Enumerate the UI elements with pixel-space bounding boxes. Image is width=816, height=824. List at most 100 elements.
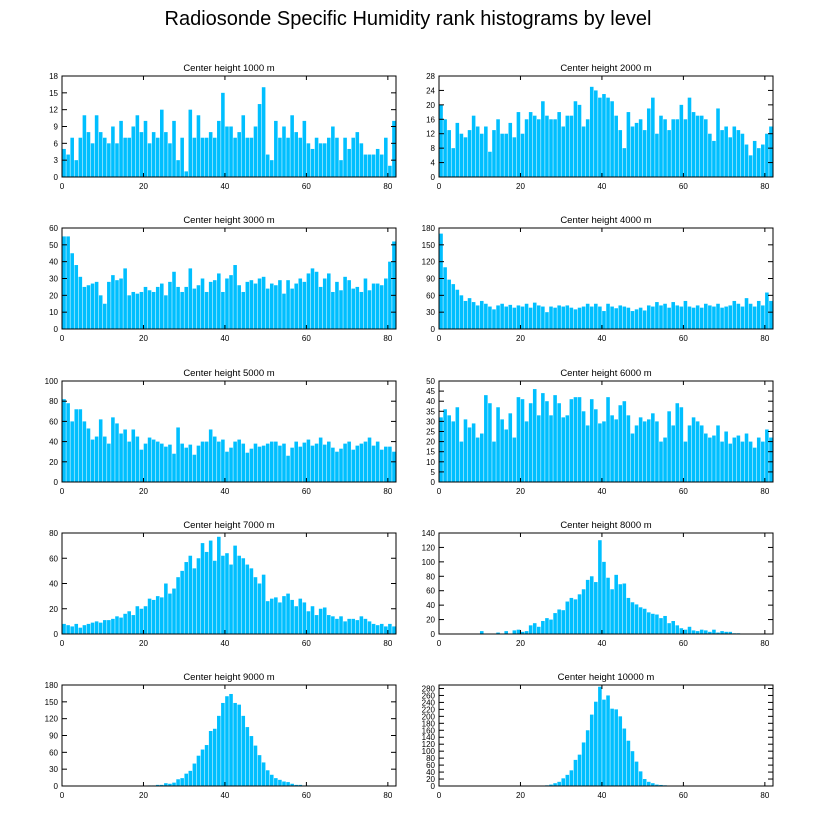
histogram-bar — [135, 293, 140, 329]
histogram-bar — [229, 275, 233, 329]
histogram-bar — [200, 278, 205, 329]
histogram-bar — [520, 133, 525, 177]
histogram-bar — [168, 783, 172, 786]
histogram-bar — [363, 154, 368, 177]
panel-title: Center height 7000 m — [183, 520, 274, 531]
histogram-bar — [115, 616, 119, 634]
x-tick-label: 60 — [302, 791, 311, 800]
histogram-bar — [439, 417, 443, 482]
histogram-bar — [496, 632, 500, 634]
histogram-bar — [516, 397, 521, 482]
histogram-bar — [294, 606, 298, 634]
y-tick-label: 120 — [422, 740, 436, 749]
histogram-bar — [573, 397, 578, 482]
histogram-bar — [367, 154, 372, 177]
histogram-bar — [225, 553, 229, 634]
histogram-bar — [172, 782, 176, 786]
y-tick-label: 15 — [49, 89, 58, 98]
histogram-bar — [720, 130, 724, 177]
histogram-bar — [94, 436, 99, 482]
histogram-bar — [614, 115, 618, 177]
histogram-bar — [765, 429, 769, 482]
histogram-bar — [663, 437, 667, 482]
x-tick-label: 60 — [302, 182, 311, 191]
histogram-bar — [314, 615, 319, 634]
histogram-bar — [221, 702, 225, 786]
histogram-bar — [217, 273, 221, 329]
y-tick-label: 120 — [45, 715, 59, 724]
histogram-bar — [756, 148, 761, 177]
x-tick-label: 20 — [516, 487, 525, 496]
histogram-bar — [339, 160, 343, 177]
histogram-bar — [675, 119, 680, 177]
histogram-bar — [131, 291, 136, 329]
histogram-bar — [237, 439, 241, 482]
x-tick-label: 80 — [383, 487, 392, 496]
histogram-bar — [732, 437, 737, 482]
histogram-bar — [622, 728, 627, 786]
histogram-bar — [704, 119, 708, 177]
histogram-bar — [687, 97, 692, 177]
histogram-bar — [318, 286, 323, 329]
histogram-bar — [241, 443, 246, 482]
histogram-bar — [233, 545, 237, 634]
histogram-bar — [594, 90, 598, 177]
histogram-bar — [679, 104, 684, 177]
histogram-bar — [577, 594, 582, 634]
histogram-bar — [339, 448, 343, 482]
histogram-bar — [561, 778, 566, 786]
y-tick-label: 15 — [426, 448, 435, 457]
histogram-bar — [306, 143, 311, 177]
histogram-bar — [392, 451, 396, 482]
histogram-bar — [712, 140, 716, 177]
histogram-bar — [208, 540, 213, 634]
x-tick-label: 20 — [139, 639, 148, 648]
panel-title: Center height 8000 m — [560, 520, 651, 531]
histogram-bar — [724, 126, 728, 177]
histogram-bar — [274, 441, 278, 482]
panel-6: Center height 6000 m0 20 40 60 8005101520253… — [426, 368, 774, 496]
histogram-bar — [151, 291, 156, 329]
histogram-bar — [155, 441, 160, 482]
y-tick-label: 20 — [426, 438, 435, 447]
histogram-bar — [379, 623, 384, 634]
histogram-bar — [371, 283, 376, 329]
histogram-bar — [245, 452, 250, 482]
histogram-bar — [622, 401, 627, 482]
histogram-bar — [123, 613, 127, 634]
histogram-bar — [298, 446, 303, 482]
histogram-bar — [651, 783, 655, 786]
histogram-bar — [655, 302, 659, 329]
y-tick-label: 5 — [431, 468, 436, 477]
histogram-bar — [532, 302, 537, 329]
histogram-bar — [359, 291, 364, 329]
histogram-bar — [347, 148, 351, 177]
histogram-bar — [581, 411, 586, 482]
x-tick-label: 80 — [760, 487, 769, 496]
histogram-bar — [155, 286, 160, 329]
x-tick-label: 20 — [139, 487, 148, 496]
histogram-bar — [351, 449, 356, 482]
histogram-bar — [634, 309, 639, 329]
histogram-bar — [351, 618, 356, 634]
histogram-bar — [667, 307, 671, 329]
histogram-bar — [585, 579, 590, 634]
histogram-bar — [384, 446, 388, 482]
histogram-bar — [102, 137, 107, 177]
histogram-bar — [363, 618, 368, 634]
histogram-bar — [184, 562, 189, 634]
histogram-bar — [439, 104, 443, 177]
histogram-bar — [212, 728, 217, 786]
histogram-bar — [375, 283, 380, 329]
histogram-bar — [659, 441, 663, 482]
histogram-bar — [524, 631, 529, 634]
histogram-bar — [379, 154, 384, 177]
y-tick-label: 12 — [49, 106, 58, 115]
x-tick-label: 80 — [760, 639, 769, 648]
histogram-bar — [520, 399, 525, 482]
panel-title: Center height 1000 m — [183, 63, 274, 74]
histogram-bar — [475, 437, 480, 482]
histogram-bar — [516, 629, 521, 634]
figure-title: Radiosonde Specific Humidity rank histog… — [164, 8, 652, 30]
histogram-bar — [459, 133, 464, 177]
